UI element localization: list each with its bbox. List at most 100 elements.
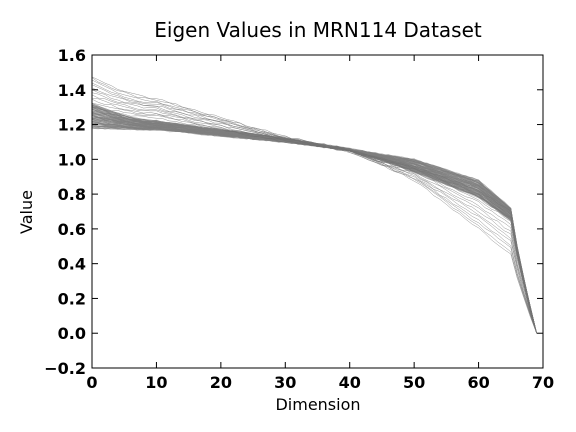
series-line [91,118,537,334]
series-line [91,125,537,334]
chart-title: Eigen Values in MRN114 Dataset [154,18,482,42]
series-line [91,121,537,334]
x-tick-label: 40 [339,373,361,392]
series-line [91,114,537,334]
series-line [91,122,537,334]
series-line [91,82,537,334]
series-line [91,127,537,334]
y-tick-label: 1.0 [58,150,86,169]
series-line [91,120,537,334]
series-line [91,117,537,334]
series-line [91,92,537,334]
series-line [91,122,537,334]
series-line [91,79,537,334]
x-tick-label: 70 [532,373,554,392]
plot-frame [91,54,544,369]
series-line [91,77,537,334]
series-line [91,76,537,334]
series-line [91,127,537,334]
x-tick-label: 30 [274,373,296,392]
series-line [91,104,537,334]
x-axis: 0 10 20 30 40 50 60 70 [86,55,554,392]
series-lines [91,76,537,334]
series-line [91,105,537,334]
y-tick-label: 0.6 [58,220,86,239]
y-tick-label: 0.8 [58,185,86,204]
series-line [91,125,537,334]
series-line [91,115,537,334]
series-line [91,120,537,334]
series-line [91,113,537,334]
y-tick-label: 0.0 [58,324,86,343]
series-line [91,124,537,334]
x-tick-label: 0 [86,373,97,392]
series-line [91,122,537,334]
series-line [91,98,537,334]
y-tick-label: 0.2 [58,289,86,308]
series-line [91,89,537,334]
series-line [91,127,537,334]
series-line [91,113,537,334]
series-line [91,114,537,334]
series-line [91,116,537,334]
series-line [91,107,537,334]
x-tick-label: 50 [403,373,425,392]
y-tick-label: −0.2 [44,359,86,378]
series-line [91,103,537,334]
series-line [91,103,537,334]
series-line [91,103,537,334]
series-line [91,119,537,334]
series-line [91,125,537,334]
series-line [91,104,537,334]
series-line [91,125,537,334]
x-tick-label: 60 [467,373,489,392]
y-axis-label: Value [17,190,36,234]
series-line [91,125,537,334]
series-line [91,105,537,334]
series-line [91,105,537,334]
series-line [91,107,537,334]
y-tick-label: 0.4 [58,255,86,274]
series-line [91,105,537,334]
series-line [91,126,537,334]
series-line [91,115,537,334]
series-line [91,124,537,334]
series-line [91,122,537,334]
series-line [91,114,537,334]
series-line [92,123,537,334]
series-line [91,97,537,334]
x-axis-label: Dimension [275,395,360,414]
series-line [91,113,537,334]
y-tick-label: 1.6 [58,46,86,65]
series-line [91,122,537,334]
series-line [91,108,537,334]
series-line [91,121,537,334]
series-line [91,117,537,334]
series-line [91,126,537,334]
series-line [91,114,537,334]
series-line [91,120,537,334]
series-line [91,117,537,334]
y-axis: −0.2 0.0 0.2 0.4 0.6 0.8 1.0 1.2 1.4 1.6 [44,46,543,378]
series-line [91,115,537,334]
series-line [91,119,537,334]
series-line [91,118,537,334]
series-line [91,117,537,334]
series-line [91,117,537,334]
series-line [91,125,537,334]
series-line [91,124,537,334]
series-line [91,118,537,334]
x-tick-label: 10 [145,373,167,392]
x-tick-label: 20 [210,373,232,392]
series-line [91,123,537,334]
y-tick-label: 1.2 [58,116,86,135]
series-line [91,114,537,334]
series-line [91,117,537,334]
series-line [91,120,537,334]
series-line [91,107,537,334]
series-line [91,122,537,334]
series-line [91,115,537,334]
series-line [91,119,537,334]
series-line [91,123,537,334]
series-line [91,119,537,334]
